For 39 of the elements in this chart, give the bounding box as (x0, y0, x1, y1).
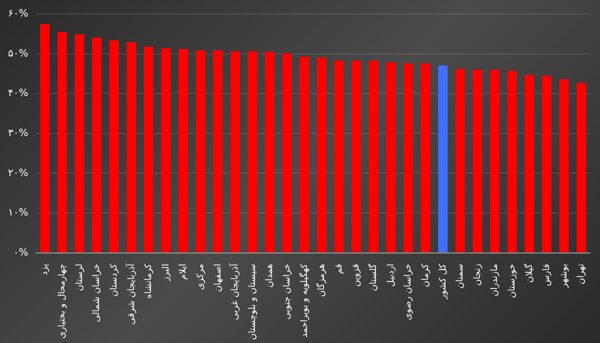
x-tick-label: همدان (265, 264, 276, 288)
x-tick-label: کرمانشاه (144, 263, 154, 299)
x-tick-label: کهگیلویه و بویراحمد (298, 263, 310, 338)
x-tick-label: لرستان (74, 264, 85, 292)
y-tick-label: ۰% (13, 247, 28, 258)
x-tick-label: قم (334, 264, 344, 274)
x-tick-label: اصفهان (213, 264, 224, 292)
x-tick-label: کردستان (109, 263, 120, 297)
x-tick-label: ایلام (178, 264, 189, 280)
x-tick-label: کرمان (420, 263, 431, 288)
x-tick-label: هرمزگان (315, 264, 328, 297)
y-tick-label: ۱۰% (8, 208, 28, 219)
x-tick-label: مازندران (490, 264, 500, 296)
x-tick-label: تهران (576, 263, 587, 285)
x-tick-label: قزوین (352, 264, 362, 287)
y-tick-label: ۳۰% (8, 128, 28, 139)
x-tick-label: فارس (542, 264, 552, 286)
x-tick-label: خراسان جنوبی (282, 264, 293, 320)
y-tick-label: ۲۰% (8, 168, 28, 179)
x-tick-label: اردبیل (386, 264, 396, 287)
x-tick-label: گیلان (522, 263, 535, 283)
x-tick-label: سمنان (456, 264, 466, 289)
y-tick-label: ۴۰% (8, 88, 28, 100)
x-tick-label: زنجان (472, 264, 483, 286)
x-tick-label: کل کشور (438, 263, 448, 300)
x-tick-label: البرز (161, 264, 172, 282)
x-tick-label: بوشهر (559, 264, 570, 289)
y-tick-label: ۶۰% (8, 8, 28, 20)
x-tick-label: خراسان رضوی (404, 264, 414, 320)
x-tick-label: سیستان و بلوچستان (248, 264, 258, 340)
x-tick-label: خوزستان (507, 264, 518, 298)
x-tick-label: آذربایجان شرقی (124, 263, 137, 325)
y-tick-label: ۵۰% (8, 48, 28, 60)
x-tick-label: چهارمحال و بختیاری (58, 264, 68, 338)
x-tick-label: گلستان (367, 263, 380, 292)
x-tick-label: آذربایجان غربی (228, 263, 241, 320)
x-tick-label: خراسان شمالی (92, 264, 102, 322)
x-tick-label: مرکزی (196, 264, 206, 290)
x-tick-label: یزد (40, 263, 50, 276)
